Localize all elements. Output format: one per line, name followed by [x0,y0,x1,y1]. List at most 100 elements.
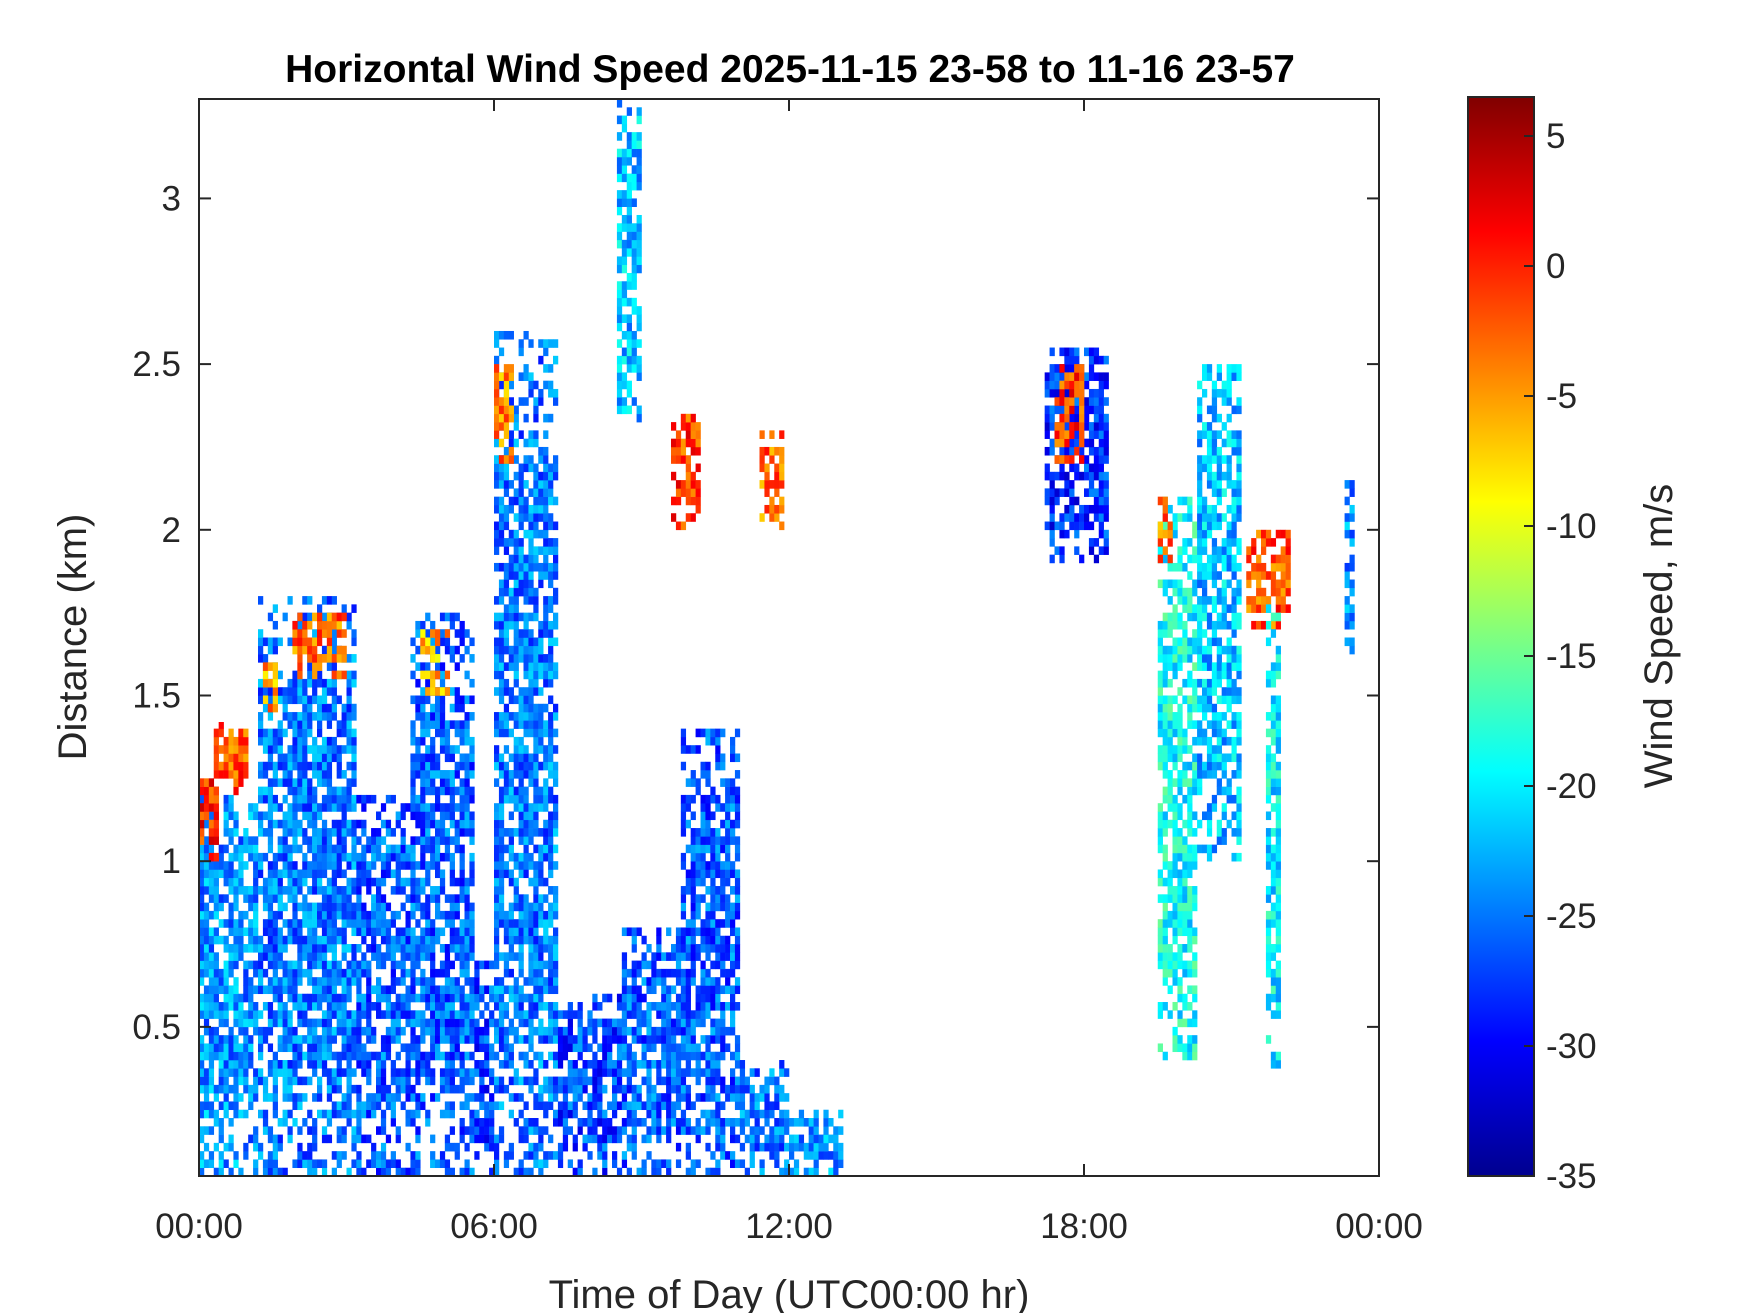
heatmap-cell [494,687,500,696]
heatmap-cell [641,1035,647,1044]
heatmap-cell [621,1010,628,1019]
heatmap-cell [469,1093,475,1102]
heatmap-cell [449,894,455,903]
heatmap-cell [439,612,446,622]
heatmap-cell [562,1043,569,1053]
heatmap-cell [734,770,741,779]
heatmap-cell [425,712,431,721]
heatmap-cell [553,985,559,995]
heatmap-cell [248,1101,254,1111]
heatmap-cell [1157,695,1163,705]
heatmap-cell [297,993,303,1003]
heatmap-cell [459,935,465,945]
heatmap-cell [346,728,352,738]
heatmap-cell [533,1093,539,1102]
heatmap-cell [749,1142,755,1152]
heatmap-cell [494,496,500,506]
heatmap-cell [208,1076,215,1086]
heatmap-cell [1098,488,1104,497]
heatmap-cell [626,993,632,1003]
heatmap-cell [484,1068,490,1077]
heatmap-cell [769,1109,775,1119]
heatmap-cell [720,894,726,903]
heatmap-cell [444,1167,451,1177]
heatmap-cell [420,1101,426,1111]
heatmap-cell [808,1151,814,1160]
heatmap-cell [449,1076,455,1086]
heatmap-cell [425,778,431,787]
heatmap-cell [258,629,264,638]
heatmap-cell [469,794,475,804]
heatmap-cell [459,654,465,663]
heatmap-cell [695,422,701,431]
heatmap-cell [312,745,318,754]
heatmap-cell [656,1093,662,1102]
heatmap-cell [508,712,514,721]
heatmap-cell [464,753,470,763]
heatmap-cell [228,1167,234,1177]
heatmap-cell [282,844,288,854]
heatmap-cell [444,1026,451,1036]
heatmap-cell [607,1043,613,1053]
heatmap-cell [1098,480,1104,489]
heatmap-cell [631,165,637,174]
heatmap-cell [1098,496,1104,506]
heatmap-cell [503,521,510,531]
heatmap-cell [444,852,451,862]
heatmap-cell [336,629,342,638]
heatmap-cell [730,886,736,895]
heatmap-cell [621,165,628,174]
heatmap-cell [400,836,406,845]
heatmap-cell [803,1142,809,1152]
heatmap-cell [444,985,451,995]
heatmap-cell [1103,446,1109,456]
heatmap-cell [449,993,455,1003]
heatmap-cell [238,1167,244,1177]
heatmap-cell [307,1109,313,1119]
heatmap-cell [503,504,510,514]
heatmap-cell [307,695,313,705]
heatmap-cell [1054,546,1060,555]
heatmap-cell [361,927,367,937]
heatmap-cell [302,637,308,647]
heatmap-cell [700,894,706,903]
heatmap-cell [218,1002,224,1011]
heatmap-cell [282,1043,288,1053]
heatmap-cell [1162,919,1168,928]
heatmap-cell [272,1134,278,1144]
heatmap-cell [459,1084,465,1094]
heatmap-cell [415,1010,421,1019]
heatmap-cell [666,1060,672,1069]
heatmap-cell [307,811,313,821]
heatmap-cell [1172,968,1178,978]
heatmap-cell [666,1002,672,1011]
heatmap-cell [651,1026,657,1036]
heatmap-cell [449,786,455,796]
heatmap-cell [523,1051,529,1061]
heatmap-cell [449,794,455,804]
heatmap-cell [366,844,372,854]
heatmap-cell [680,985,687,995]
heatmap-cell [292,1159,298,1169]
heatmap-cell [1074,546,1080,555]
heatmap-cell [292,960,298,970]
heatmap-cell [223,993,229,1003]
heatmap-cell [1167,612,1173,622]
heatmap-cell [523,687,529,696]
heatmap-cell [675,1051,682,1061]
heatmap-cell [1049,471,1055,481]
heatmap-cell [631,173,637,183]
heatmap-cell [759,1093,765,1102]
heatmap-cell [523,620,529,630]
heatmap-cell [494,620,500,630]
heatmap-cell [616,289,623,299]
heatmap-cell [331,886,337,895]
heatmap-cell [415,695,421,705]
heatmap-cell [199,1076,205,1086]
heatmap-cell [317,629,323,638]
heatmap-cell [1084,438,1090,448]
heatmap-cell [444,1159,451,1169]
heatmap-cell [675,488,682,497]
heatmap-cell [425,637,431,647]
heatmap-cell [243,745,249,754]
